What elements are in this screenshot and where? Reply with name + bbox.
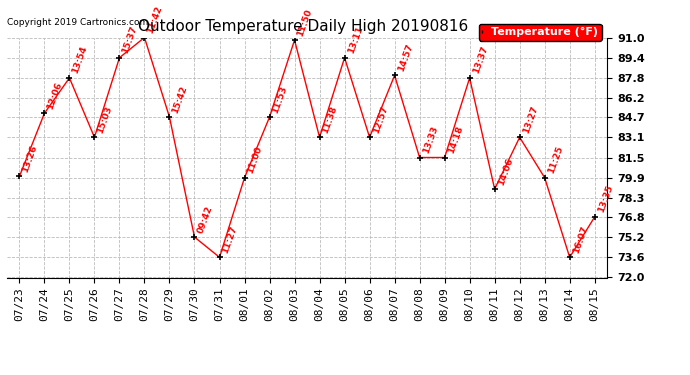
Text: 13:37: 13:37 (471, 45, 489, 75)
Text: 14:06: 14:06 (496, 156, 514, 186)
Text: 13:26: 13:26 (21, 144, 39, 174)
Text: Outdoor Temperature Daily High 20190816: Outdoor Temperature Daily High 20190816 (139, 19, 469, 34)
Text: 15:42: 15:42 (171, 84, 189, 114)
Text: 11:50: 11:50 (296, 8, 314, 37)
Text: 12:06: 12:06 (46, 81, 64, 111)
Legend: Temperature (°F): Temperature (°F) (479, 24, 602, 40)
Text: 14:18: 14:18 (446, 124, 464, 155)
Text: 11:00: 11:00 (246, 145, 264, 175)
Text: 16:07: 16:07 (571, 225, 589, 255)
Text: 11:27: 11:27 (221, 224, 239, 255)
Text: 09:42: 09:42 (196, 204, 214, 234)
Text: 13:54: 13:54 (71, 45, 89, 75)
Text: 11:38: 11:38 (321, 105, 339, 135)
Text: Copyright 2019 Cartronics.com: Copyright 2019 Cartronics.com (7, 18, 148, 27)
Text: 13:11: 13:11 (346, 25, 364, 55)
Text: 13:27: 13:27 (521, 104, 540, 135)
Text: 14:57: 14:57 (396, 42, 414, 73)
Text: 12:57: 12:57 (371, 104, 389, 135)
Text: 13:35: 13:35 (596, 184, 614, 214)
Text: 11:25: 11:25 (546, 145, 564, 175)
Text: 15:37: 15:37 (121, 25, 139, 55)
Text: 11:53: 11:53 (271, 84, 289, 114)
Text: 15:03: 15:03 (96, 105, 114, 135)
Text: 13:33: 13:33 (421, 125, 440, 155)
Text: 11:42: 11:42 (146, 4, 164, 35)
